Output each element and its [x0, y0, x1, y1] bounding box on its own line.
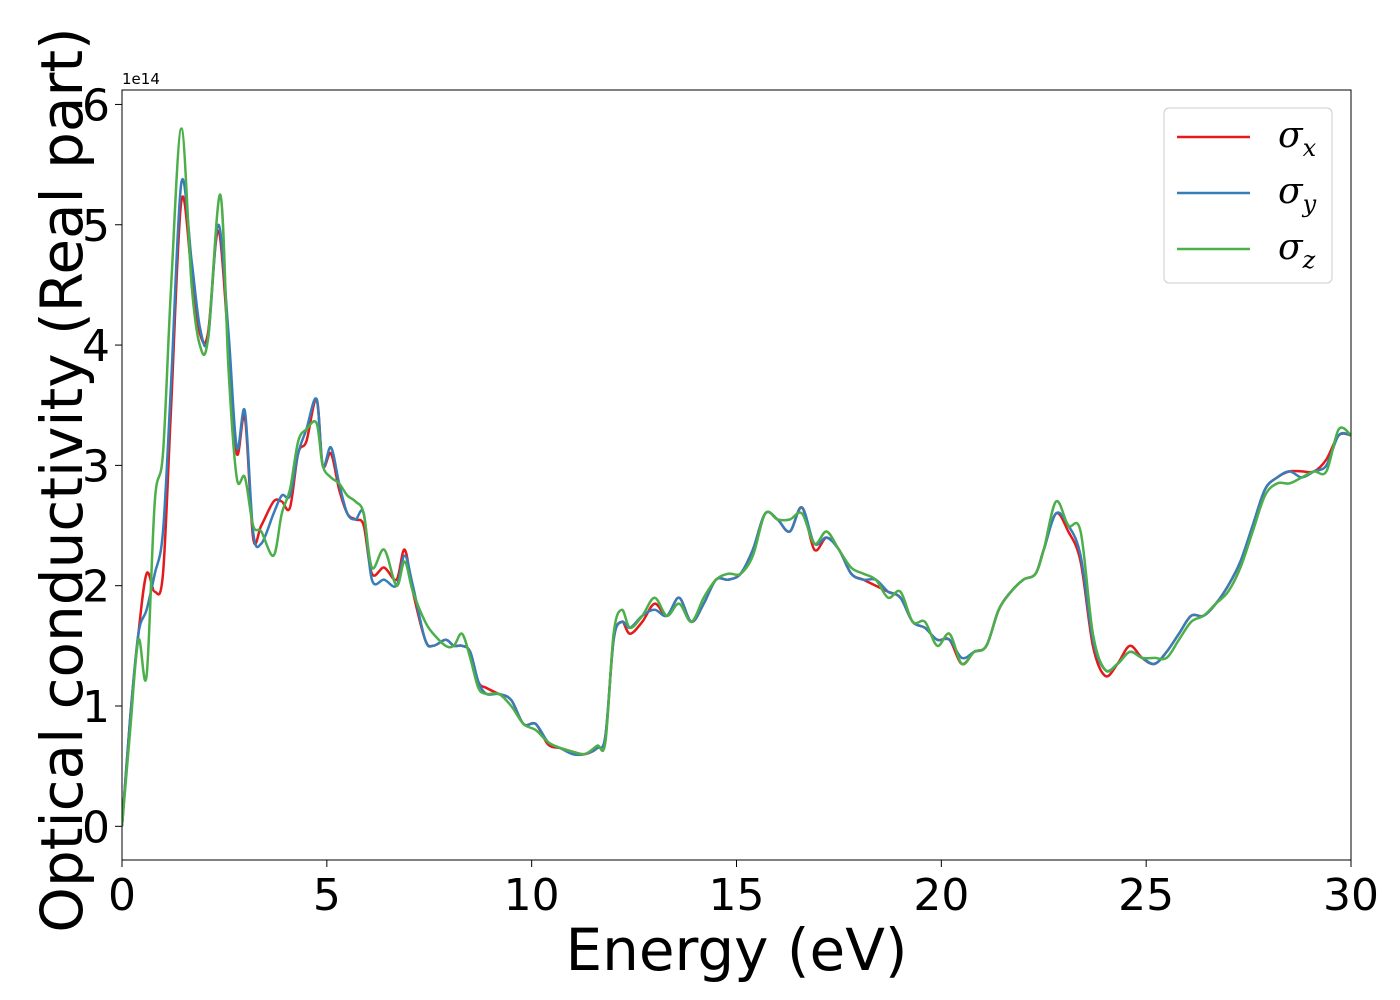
y-axis-offset-label: 1e14 [122, 70, 160, 88]
y-tick-label: 1 [82, 682, 110, 733]
x-tick-label: 30 [1323, 870, 1379, 921]
legend-label-y: σy [1278, 171, 1317, 218]
legend-label-z: σz [1278, 227, 1316, 274]
legend: σx σy σz [1163, 107, 1333, 284]
x-axis-ticks: 0 5 10 15 20 25 30 [108, 860, 1379, 921]
legend-label-x: σx [1278, 115, 1317, 162]
series-line-z [122, 127, 1351, 827]
x-axis-title: Energy (eV) [565, 916, 907, 984]
x-tick-label: 10 [504, 870, 560, 921]
y-axis-title: Optical conductivity (Real part) [28, 27, 96, 932]
x-tick-label: 20 [913, 870, 969, 921]
y-tick-label: 0 [82, 802, 110, 853]
y-tick-label: 3 [82, 441, 110, 492]
series-line-x [122, 195, 1351, 827]
y-tick-label: 4 [82, 321, 110, 372]
y-tick-label: 6 [82, 80, 110, 131]
y-axis-ticks: 0 1 2 3 4 5 6 [82, 80, 122, 853]
x-tick-label: 5 [313, 870, 341, 921]
series-layer [122, 127, 1351, 827]
x-tick-label: 25 [1118, 870, 1174, 921]
y-tick-label: 5 [82, 201, 110, 252]
y-tick-label: 2 [82, 562, 110, 613]
legend-box [1163, 107, 1333, 284]
x-tick-label: 15 [709, 870, 765, 921]
x-tick-label: 0 [108, 870, 136, 921]
